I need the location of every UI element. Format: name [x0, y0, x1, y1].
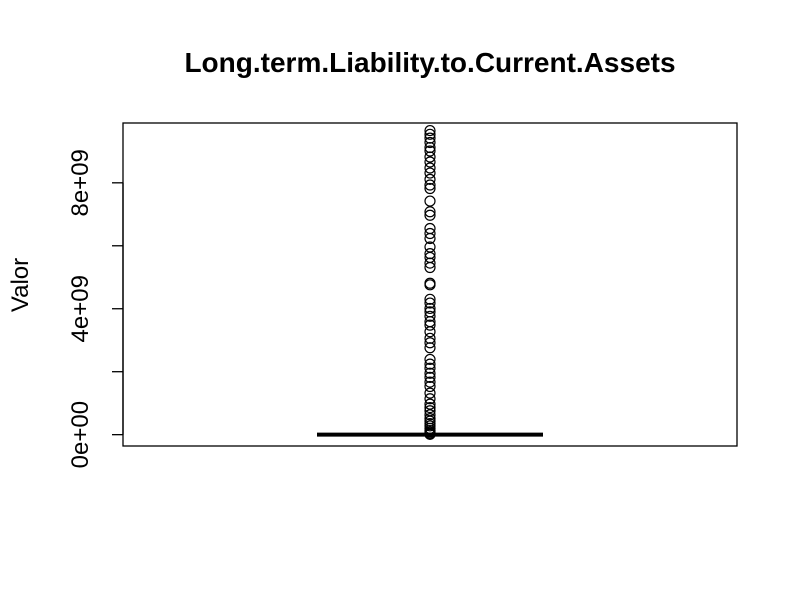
outlier-point	[424, 136, 436, 149]
outlier-point	[424, 342, 436, 354]
outlier-point	[424, 206, 436, 218]
outlier-point	[424, 358, 436, 370]
outlier-point	[424, 409, 436, 421]
outlier-point	[424, 257, 436, 269]
outlier-point	[424, 293, 436, 305]
outlier-point	[424, 179, 436, 191]
outlier-point	[424, 124, 436, 137]
outlier-point	[424, 387, 436, 399]
outlier-point	[424, 337, 436, 349]
outlier-point	[424, 319, 436, 331]
y-tick-label: 0e+00	[67, 401, 94, 468]
outlier-point	[424, 195, 436, 207]
outlier-point	[424, 297, 436, 309]
outlier-point	[424, 376, 436, 388]
y-axis: 0e+00 4e+09 8e+09	[67, 149, 124, 468]
outlier-point	[424, 362, 436, 374]
outlier-point	[424, 401, 436, 414]
outlier-point	[424, 227, 436, 240]
outlier-point	[424, 398, 436, 410]
outlier-point	[424, 232, 436, 245]
outlier-point	[424, 162, 436, 174]
outlier-point	[424, 209, 436, 221]
outlier-point	[424, 167, 436, 179]
outlier-point	[424, 380, 436, 393]
outlier-point	[424, 310, 436, 322]
outlier-point	[424, 128, 436, 140]
outlier-point	[424, 156, 436, 168]
outlier-point	[424, 367, 436, 379]
outlier-point	[424, 326, 436, 338]
outlier-point	[424, 371, 436, 383]
outlier-point	[424, 393, 436, 405]
outlier-point	[424, 182, 436, 195]
outlier-point	[424, 302, 436, 315]
outlier-point	[424, 145, 436, 157]
outlier-point	[424, 261, 436, 274]
outlier-point	[424, 151, 436, 163]
chart-title: Long.term.Liability.to.Current.Assets	[184, 47, 675, 78]
y-axis-label: Valor	[7, 258, 34, 312]
outlier-points	[424, 124, 436, 440]
y-tick-label: 8e+09	[67, 149, 94, 216]
y-tick-label: 4e+09	[67, 275, 94, 342]
outlier-point	[424, 279, 436, 291]
outlier-point	[424, 353, 436, 366]
outlier-point	[424, 173, 436, 185]
